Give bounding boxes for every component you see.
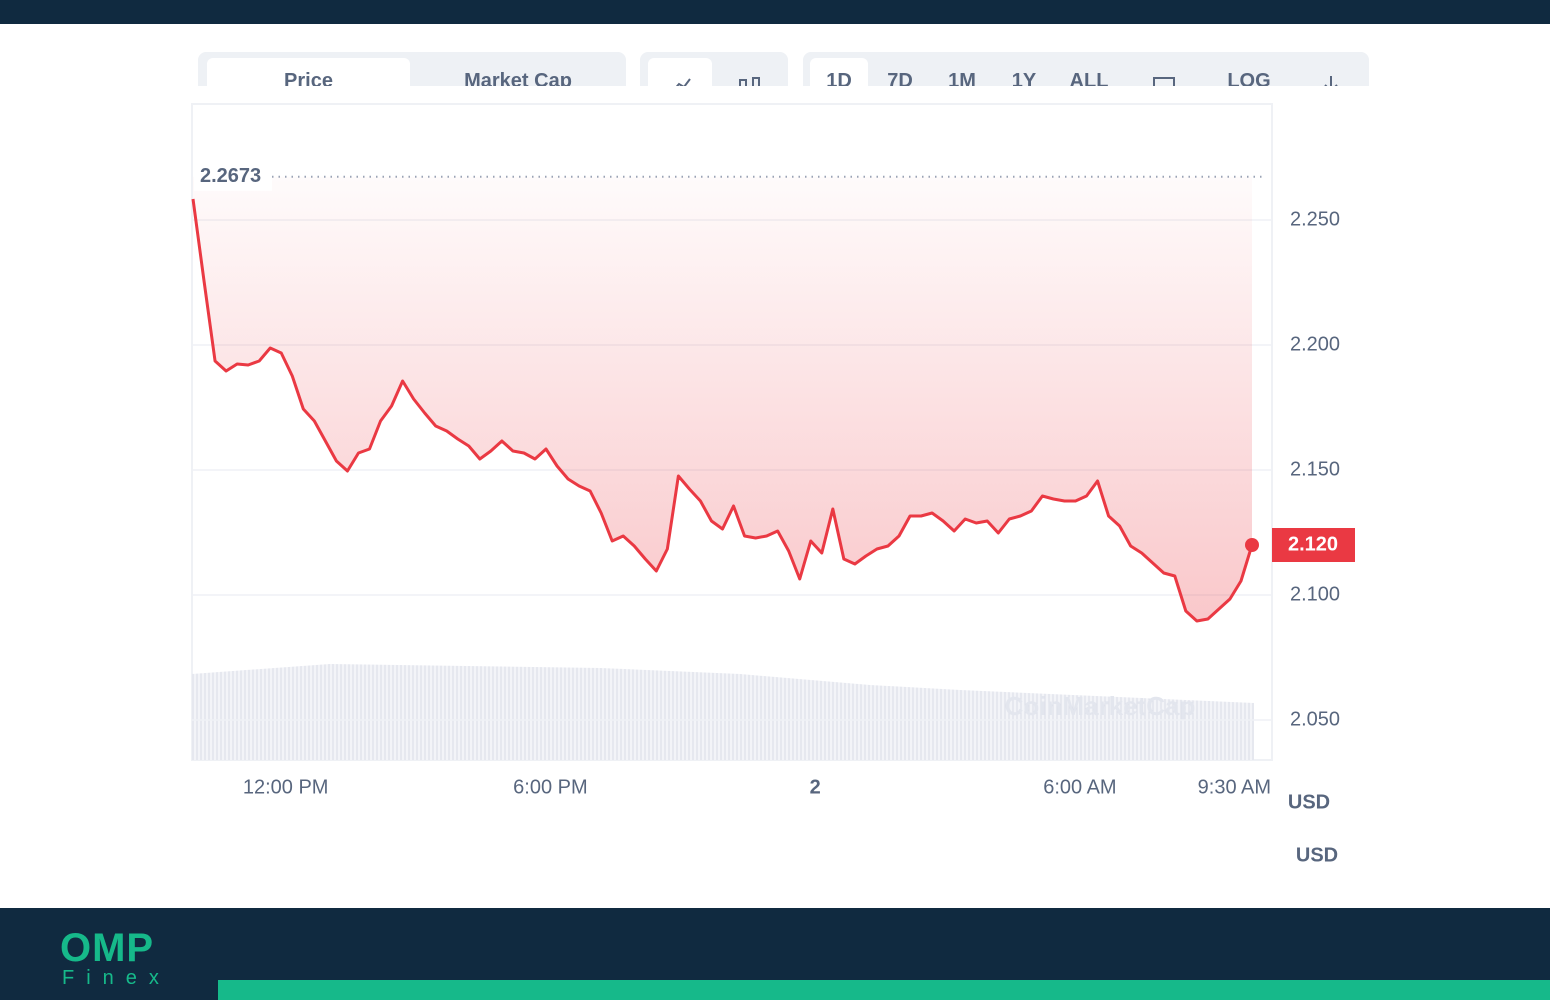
icon [675,78,691,86]
footer: OMP Finex [0,908,1550,1000]
view-toggle: Price Market Cap [198,52,626,86]
high-label-bg [194,162,272,191]
logo: OMP [60,926,155,970]
range-toggle: 1D 7D 1M 1Y ALL LOG [803,52,1369,86]
x-tick-label: 9:30 AM [1198,776,1271,798]
icon [739,77,760,86]
price-tag-label: 2.120 [1288,533,1338,555]
price-tag [1272,528,1355,562]
calendar-icon[interactable] [1137,58,1193,86]
range-all[interactable]: ALL [1069,70,1109,86]
tab-market-cap[interactable]: Market Cap [464,70,572,86]
range-1d[interactable]: 1D [810,58,868,86]
y-tick-label: 2.150 [1290,458,1340,480]
logo-tagline: Finex [62,967,171,989]
download-icon[interactable] [1303,58,1359,86]
accent-bar [218,980,1550,1000]
currency-label: USD [1296,844,1338,866]
area-fill [193,176,1252,621]
last-point [1245,538,1259,552]
price-line [191,198,1254,623]
toggle-group [640,52,788,86]
tab-price[interactable]: Price [207,58,410,86]
toggle-group: Price Market Cap [198,52,626,86]
range-1m[interactable]: 1M [948,70,976,86]
range-1y[interactable]: 1Y [1011,70,1037,86]
line-icon[interactable] [648,58,712,86]
x-tick-label: 6:00 PM [513,776,587,798]
top-bar [0,0,1550,24]
volume-bars [192,664,1254,760]
axis-unit: USD [1288,791,1330,813]
watermark: CoinMarketCap [1005,691,1196,721]
y-tick-label: 2.250 [1290,208,1340,230]
chart: CoinMarketCap USD USD 2.050 2.100 2.150 2.2… [191,103,1355,866]
icon [1153,77,1175,86]
x-tick-label: 6:00 AM [1043,776,1116,798]
x-tick-label: 2 [810,776,821,798]
y-tick-label: 2.100 [1290,583,1340,605]
candle-icon[interactable] [718,58,782,86]
range-7d[interactable]: 7D [887,70,913,86]
high-label: 2.2673 [200,165,261,187]
icon [1324,76,1338,86]
y-tick-label: 2.050 [1290,708,1340,730]
log-toggle[interactable]: LOG [1227,70,1271,86]
y-tick-label: 2.200 [1290,333,1340,355]
x-tick-label: 12:00 PM [243,776,329,798]
toggle-group: 1D 7D 1M 1Y ALL LOG [803,52,1369,86]
chart-style-toggle [640,52,788,86]
